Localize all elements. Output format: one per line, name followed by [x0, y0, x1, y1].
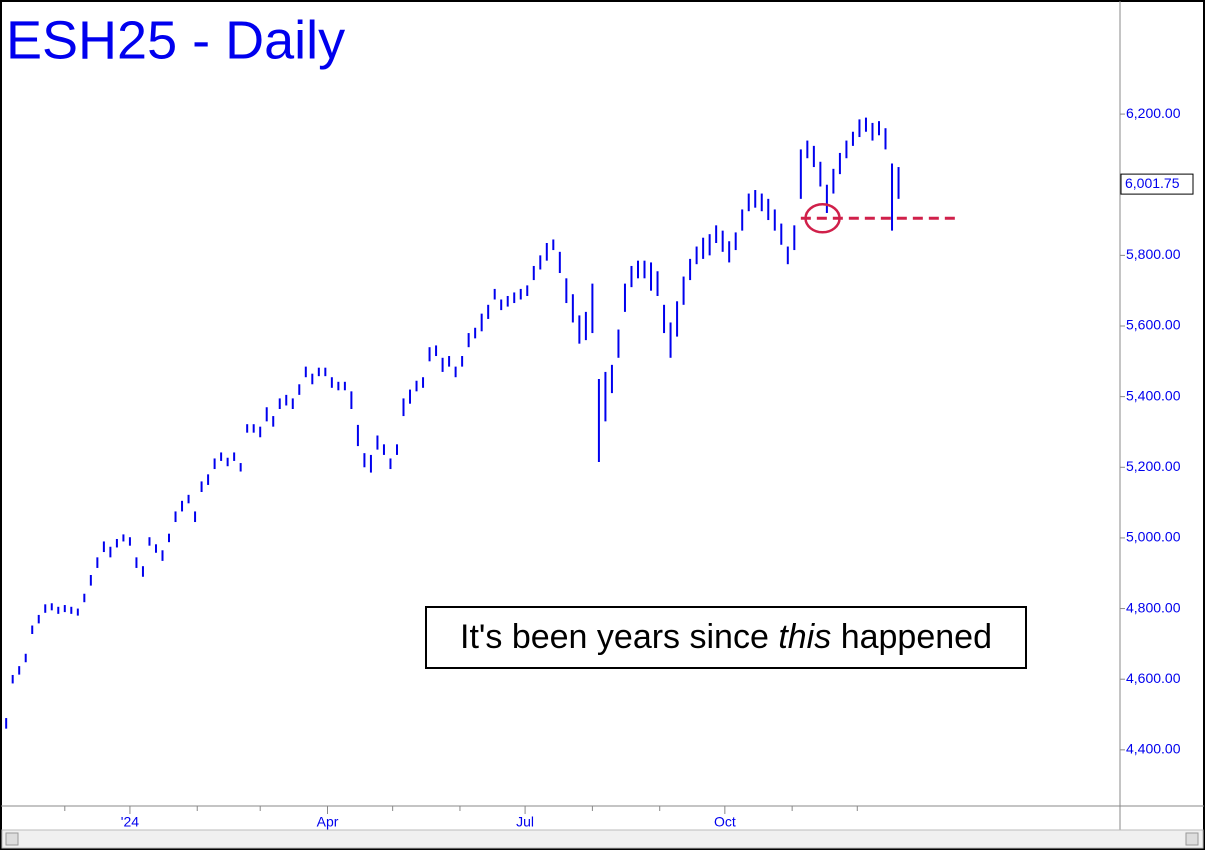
y-tick-label: 6,200.00 [1126, 105, 1181, 121]
y-tick-label: 5,200.00 [1126, 458, 1181, 474]
x-tick-label: Apr [317, 814, 339, 830]
annotation-box: It's been years since this happened [425, 606, 1027, 669]
x-tick-label: Jul [516, 814, 534, 830]
chart-title: ESH25 - Daily [6, 10, 345, 70]
last-price-box [1120, 173, 1194, 195]
scrollbar[interactable] [1, 829, 1204, 849]
annotation-emphasis: this [778, 618, 832, 656]
x-tick-label: Oct [714, 814, 736, 830]
annotation-text: happened [840, 618, 992, 656]
annotation-text: It's been years since [460, 618, 769, 656]
y-tick-label: 5,600.00 [1126, 317, 1181, 333]
y-tick-label: 5,000.00 [1126, 529, 1181, 545]
x-tick-label: '24 [121, 814, 139, 830]
y-tick-label: 5,400.00 [1126, 387, 1181, 403]
y-tick-label: 4,600.00 [1126, 670, 1181, 686]
last-price-label: 6,001.75 [1125, 175, 1180, 191]
scroll-left[interactable] [5, 832, 19, 846]
support-circle [804, 203, 841, 234]
scroll-right[interactable] [1185, 832, 1199, 846]
y-tick-label: 5,800.00 [1126, 246, 1181, 262]
y-tick-label: 4,800.00 [1126, 599, 1181, 615]
y-tick-label: 4,400.00 [1126, 741, 1181, 757]
